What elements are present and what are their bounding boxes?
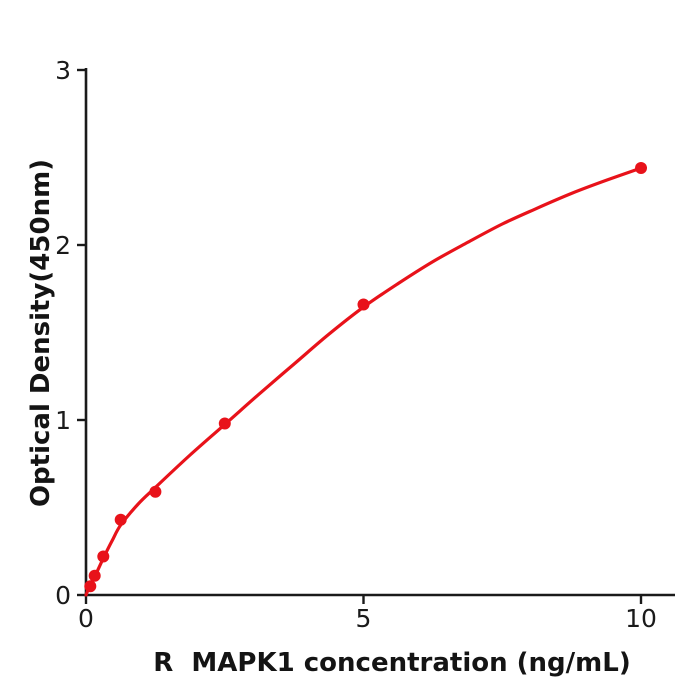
data-point (149, 485, 162, 498)
data-point (357, 298, 370, 311)
y-axis-label: Optical Density(450nm) (26, 158, 56, 508)
x-axis-label: R MAPK1 concentration (ng/mL) (153, 648, 631, 678)
data-point (114, 513, 127, 526)
data-point (97, 550, 110, 563)
x-tick-label-5: 5 (356, 604, 372, 633)
data-point (635, 162, 647, 174)
data-point (84, 580, 97, 593)
data-point (218, 417, 231, 430)
y-tick-label-0: 0 (55, 581, 71, 610)
y-tick-label-2: 2 (55, 231, 71, 260)
data-point (88, 569, 101, 582)
y-tick-label-1: 1 (55, 406, 71, 435)
fit-curve (84, 166, 643, 597)
x-tick-label-10: 10 (625, 604, 657, 633)
x-tick-label-0: 0 (78, 604, 94, 633)
y-tick-label-3: 3 (55, 56, 71, 85)
